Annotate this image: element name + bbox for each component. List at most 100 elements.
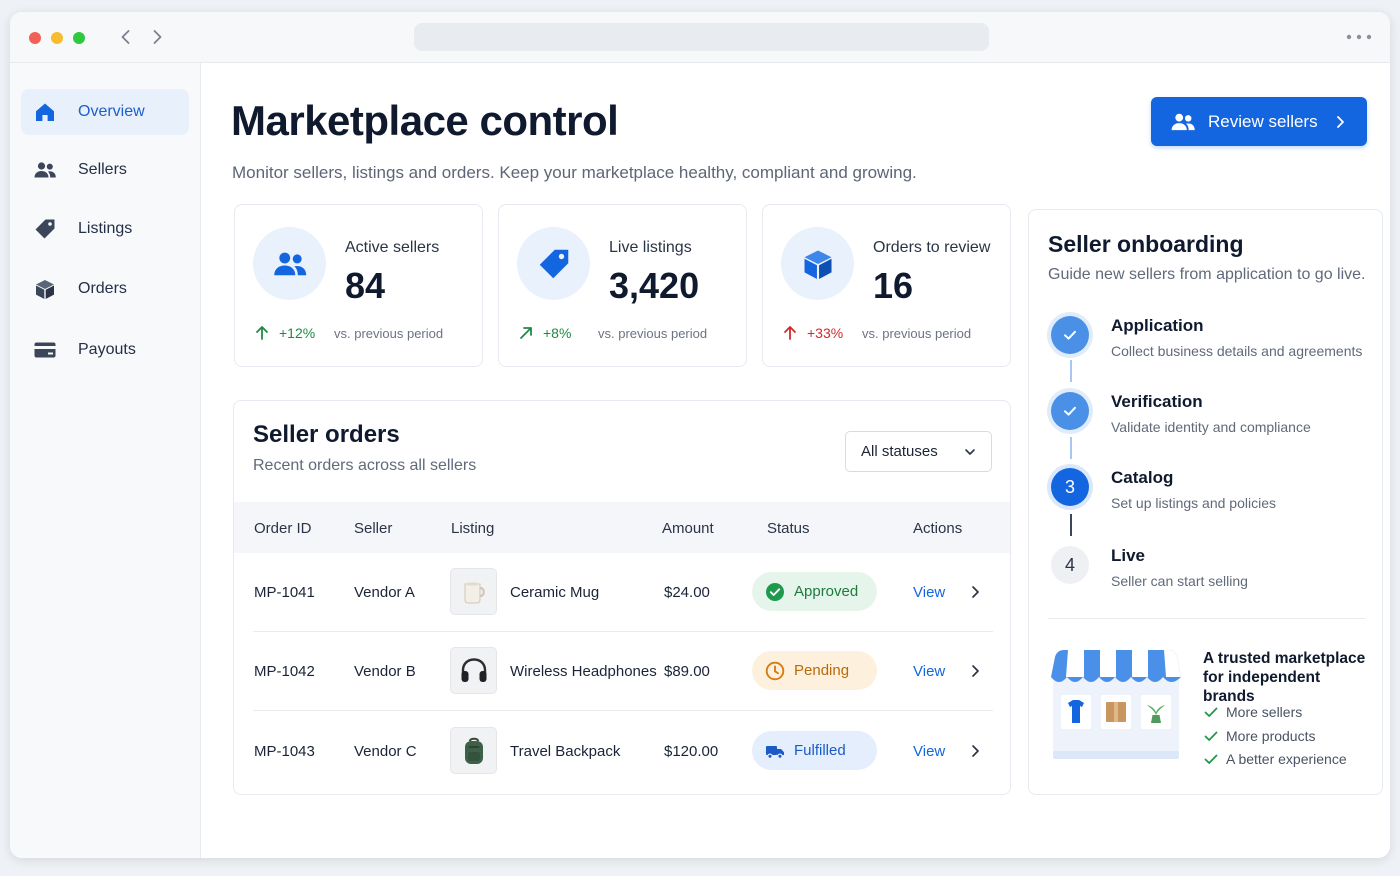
listing-name: Wireless Headphones <box>510 663 657 680</box>
promo-item-label: A better experience <box>1226 751 1347 767</box>
table-row[interactable]: MP-1042 Vendor B Wireless Headphones $89… <box>234 632 1010 711</box>
sidebar: Overview Sellers Listings Orders Payouts <box>10 63 201 858</box>
step-title: Application <box>1111 316 1204 335</box>
maximize-window-button[interactable] <box>73 32 85 44</box>
table-row[interactable]: MP-1041 Vendor A Ceramic Mug $24.00 Appr… <box>234 553 1010 632</box>
row-divider <box>253 710 993 711</box>
step-description: Seller can start selling <box>1111 573 1248 589</box>
sidebar-item-payouts[interactable]: Payouts <box>21 327 189 373</box>
browser-window: Overview Sellers Listings Orders Payouts <box>10 12 1390 858</box>
view-order-link[interactable]: View <box>913 584 946 601</box>
step-description: Set up listings and policies <box>1111 495 1276 511</box>
onboarding-step-verification[interactable]: Verification Validate identity and compl… <box>1049 392 1369 452</box>
page-title: Marketplace control <box>231 97 619 144</box>
stat-value: 16 <box>873 265 914 306</box>
sidebar-item-label: Payouts <box>78 341 136 358</box>
column-header: Status <box>767 520 810 537</box>
section-title: Seller orders <box>253 421 400 448</box>
stat-delta: +33% vs. previous period <box>781 324 971 342</box>
stat-delta: +8% vs. previous period <box>517 324 707 342</box>
status-filter-value: All statuses <box>861 443 938 460</box>
step-description: Validate identity and compliance <box>1111 419 1311 435</box>
backpack-icon <box>450 727 497 774</box>
step-description: Collect business details and agreements <box>1111 343 1363 359</box>
column-header: Listing <box>451 520 495 537</box>
box-icon <box>32 276 58 302</box>
stat-label: Orders to review <box>873 239 991 256</box>
users-icon <box>1171 113 1195 130</box>
page-subtitle: Monitor sellers, listings and orders. Ke… <box>232 163 917 182</box>
order-amount: $24.00 <box>664 584 710 601</box>
sidebar-item-overview[interactable]: Overview <box>21 89 189 135</box>
more-horizontal-icon[interactable] <box>1345 30 1373 44</box>
step-title: Catalog <box>1111 468 1174 487</box>
chevron-right-icon[interactable] <box>967 663 983 679</box>
table-row[interactable]: MP-1043 Vendor C Travel Backpack $120.00… <box>234 712 1010 791</box>
column-header: Actions <box>913 520 963 537</box>
step-connector <box>1070 514 1072 536</box>
review-sellers-label: Review sellers <box>1208 111 1318 131</box>
step-number: 3 <box>1051 468 1089 506</box>
stat-card-live-listings: Live listings 3,420 +8% vs. previous per… <box>498 204 747 367</box>
clock-icon <box>765 661 785 680</box>
stat-comparison: vs. previous period <box>862 325 972 341</box>
storefront-illustration <box>1051 650 1181 759</box>
tag-icon <box>517 227 590 300</box>
sidebar-item-sellers[interactable]: Sellers <box>21 147 189 193</box>
address-bar[interactable] <box>414 23 989 51</box>
promo-list-item: More products <box>1203 728 1315 744</box>
stat-label: Active sellers <box>345 239 440 256</box>
check-icon <box>1204 754 1218 764</box>
promo-list-item: More sellers <box>1203 704 1302 720</box>
stat-comparison: vs. previous period <box>334 325 444 341</box>
divider <box>1048 618 1365 619</box>
sidebar-item-label: Listings <box>78 220 133 237</box>
home-icon <box>32 99 58 125</box>
stat-value: 3,420 <box>609 265 700 306</box>
order-amount: $89.00 <box>664 663 710 680</box>
onboarding-step-live[interactable]: 4 Live Seller can start selling <box>1049 546 1369 606</box>
chevron-right-icon[interactable] <box>146 26 168 48</box>
sidebar-item-listings[interactable]: Listings <box>21 206 189 252</box>
step-connector <box>1070 437 1072 459</box>
check-icon <box>1051 316 1089 354</box>
order-id: MP-1042 <box>254 663 315 680</box>
stat-comparison: vs. previous period <box>598 325 708 341</box>
step-connector <box>1070 360 1072 382</box>
arrow-up-icon <box>256 326 268 340</box>
promo-title: A trusted marketplace for independent br… <box>1203 650 1366 705</box>
onboarding-step-catalog[interactable]: 3 Catalog Set up listings and policies <box>1049 468 1369 528</box>
view-order-link[interactable]: View <box>913 743 946 760</box>
minimize-window-button[interactable] <box>51 32 63 44</box>
review-sellers-button[interactable]: Review sellers <box>1151 97 1367 146</box>
check-circle-icon <box>766 582 784 601</box>
title-bar <box>10 12 1390 63</box>
check-icon <box>1204 731 1218 741</box>
chevron-right-icon[interactable] <box>967 584 983 600</box>
stat-delta-value: +33% <box>807 325 844 341</box>
promo-item-label: More products <box>1226 728 1316 744</box>
order-amount: $120.00 <box>664 743 719 760</box>
status-label: Approved <box>794 583 859 600</box>
status-filter-select[interactable]: All statuses <box>845 431 992 472</box>
truck-icon <box>766 745 784 759</box>
chevron-right-icon[interactable] <box>967 743 983 759</box>
close-window-button[interactable] <box>29 32 41 44</box>
check-icon <box>1051 392 1089 430</box>
section-title: Seller onboarding <box>1048 231 1244 257</box>
seller-name: Vendor A <box>354 584 415 601</box>
status-badge: Pending <box>752 651 877 690</box>
step-title: Verification <box>1111 392 1203 411</box>
stat-label: Live listings <box>609 239 692 256</box>
sidebar-item-orders[interactable]: Orders <box>21 266 189 312</box>
onboarding-step-application[interactable]: Application Collect business details and… <box>1049 316 1369 376</box>
table-header: Order ID Seller Listing Amount Status Ac… <box>234 502 1010 553</box>
stat-card-orders-to-review: Orders to review 16 +33% vs. previous pe… <box>762 204 1011 367</box>
status-badge: Approved <box>752 572 877 611</box>
listing-name: Travel Backpack <box>510 743 621 760</box>
seller-orders-card: Seller orders Recent orders across all s… <box>233 400 1011 795</box>
check-icon <box>1204 707 1218 717</box>
view-order-link[interactable]: View <box>913 663 946 680</box>
arrow-up-icon <box>784 326 796 340</box>
chevron-left-icon[interactable] <box>115 26 137 48</box>
